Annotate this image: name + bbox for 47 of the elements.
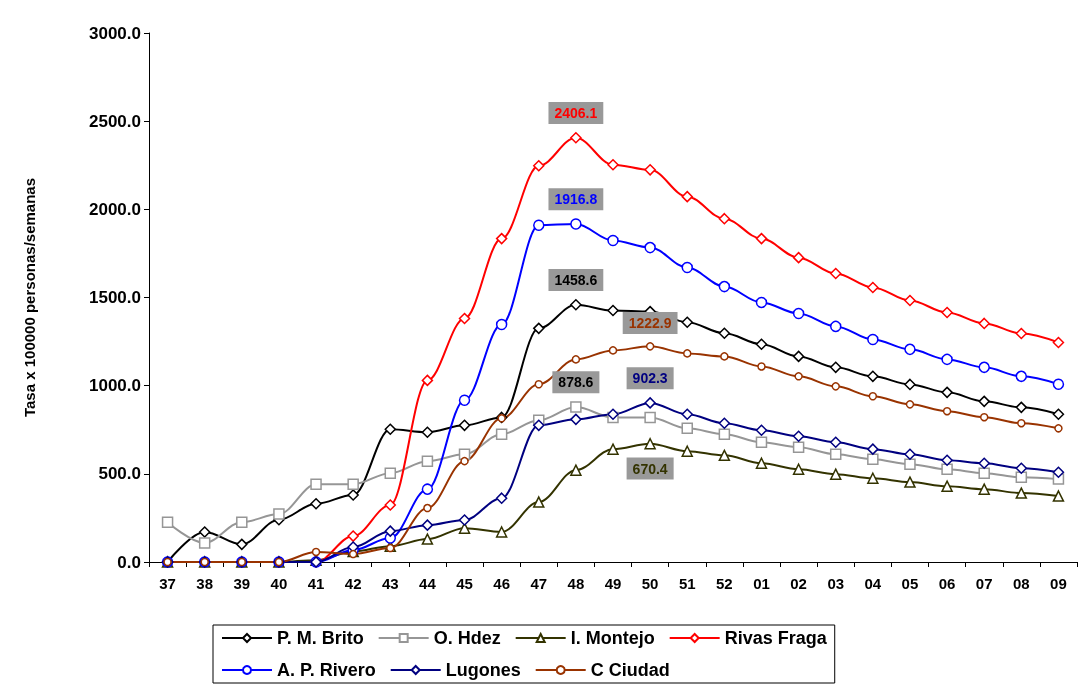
x-tick-label: 45 [456,575,473,592]
x-tick-label: 04 [864,575,882,592]
data-label: 1916.8 [554,191,598,208]
y-tick-label: 1500.0 [89,288,141,307]
x-tick-label: 47 [530,575,548,592]
data-label: 2406.1 [554,104,598,121]
data-label: 1458.6 [554,272,598,289]
y-tick-label: 0.0 [117,552,141,572]
legend-label: Lugones [445,660,521,680]
y-tick-label: 500.0 [98,464,141,484]
y-axis-title: Tasa x 100000 personas/semanas [21,177,38,418]
x-tick-label: 52 [716,575,733,592]
x-tick-label: 40 [270,575,288,592]
data-label: 878.6 [558,374,594,391]
x-tick-label: 48 [567,575,585,592]
legend-label: A. P. Rivero [277,660,376,680]
legend-label: O. Hdez [433,628,501,648]
x-tick-label: 42 [344,575,362,592]
y-tick-label: 1000.0 [89,376,141,396]
x-tick-label: 09 [1050,575,1067,592]
x-tick-label: 46 [493,575,510,592]
y-tick-label: 2500.0 [89,111,141,131]
x-tick-label: 06 [938,575,956,592]
x-tick-label: 01 [753,575,770,592]
x-tick-label: 44 [419,575,437,592]
x-tick-label: 02 [790,575,807,592]
y-tick-label: 2000.0 [89,199,141,219]
data-label: 670.4 [632,460,668,477]
data-label: 1222.9 [628,315,672,332]
x-tick-label: 43 [381,575,399,592]
x-tick-label: 05 [901,575,919,592]
x-tick-label: 39 [233,575,251,592]
x-tick-label: 49 [604,575,622,592]
x-tick-label: 08 [1012,575,1030,592]
x-tick-label: 50 [641,575,659,592]
data-label: 902.3 [632,370,668,387]
legend-label: P. M. Brito [277,628,364,648]
y-tick-label: 3000.0 [89,23,141,43]
x-tick-label: 51 [678,575,696,592]
legend-label: C Ciudad [590,660,670,680]
x-tick-label: 38 [196,575,214,592]
legend-label: I. Montejo [570,628,655,648]
x-tick-label: 03 [827,575,845,592]
x-tick-label: 37 [159,575,176,592]
x-tick-label: 41 [307,575,325,592]
x-tick-label: 07 [975,575,993,592]
legend-label: Rivas Fraga [724,628,828,648]
